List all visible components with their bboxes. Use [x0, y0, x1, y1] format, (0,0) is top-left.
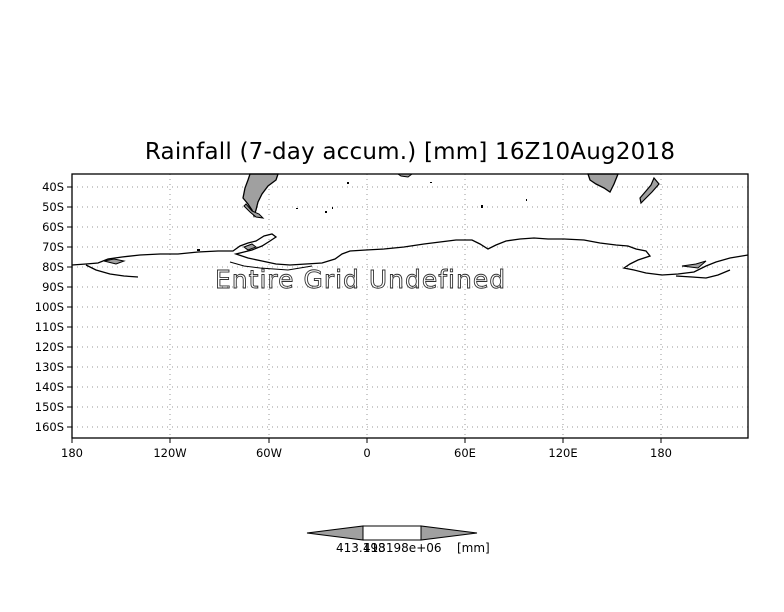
- colorbar-label-low: 413.198: [336, 541, 386, 555]
- islands: [197, 182, 527, 251]
- lon-labels: 180 120W 60W 0 60E 120E 180: [61, 446, 672, 460]
- lat-tick-marks: [67, 186, 72, 428]
- antarctic-islands: [103, 243, 707, 269]
- lat-label: 160S: [35, 420, 64, 434]
- colorbar-center-box: [362, 525, 422, 541]
- antarctica-coastline: [71, 233, 749, 276]
- colorbar-right-triangle: [420, 525, 478, 541]
- map-title: Rainfall (7-day accum.) [mm] 16Z10Aug201…: [144, 139, 676, 165]
- colorbar-left-triangle: [306, 525, 364, 541]
- lat-label: 40S: [42, 180, 64, 194]
- lat-label: 80S: [42, 260, 64, 274]
- lat-label: 50S: [42, 200, 64, 214]
- lat-label: 110S: [35, 320, 64, 334]
- lon-label: 180: [61, 446, 83, 460]
- lon-label: 0: [363, 446, 370, 460]
- lon-label: 60W: [256, 446, 282, 460]
- lat-labels: 40S 50S 60S 70S 80S 90S 100S 110S 120S 1…: [35, 180, 64, 434]
- lat-label: 130S: [35, 360, 64, 374]
- colorbar: [306, 525, 478, 541]
- lat-label: 90S: [42, 280, 64, 294]
- ross-ice-shelf-edge: [85, 264, 731, 279]
- australia-landmass: [587, 173, 619, 193]
- lat-label: 60S: [42, 220, 64, 234]
- map-frame: [71, 173, 749, 439]
- lon-label: 120E: [548, 446, 577, 460]
- lon-label: 180: [650, 446, 672, 460]
- lat-label: 100S: [35, 300, 64, 314]
- colorbar-label-high: 413198e+06: [363, 541, 442, 555]
- antarctica-inner-coast: [229, 261, 313, 271]
- colorbar-label-units: [mm]: [457, 541, 490, 555]
- lat-label: 150S: [35, 400, 64, 414]
- undefined-grid-message: Entire Grid Undefined: [215, 265, 506, 294]
- new-zealand-landmass: [639, 176, 660, 205]
- lon-label: 120W: [153, 446, 186, 460]
- map-gridlines: [72, 174, 748, 438]
- lat-label: 120S: [35, 340, 64, 354]
- lat-label: 140S: [35, 380, 64, 394]
- lon-tick-marks: [71, 438, 662, 443]
- tierra-del-fuego: [243, 203, 265, 219]
- lon-label: 60E: [454, 446, 476, 460]
- lat-label: 70S: [42, 240, 64, 254]
